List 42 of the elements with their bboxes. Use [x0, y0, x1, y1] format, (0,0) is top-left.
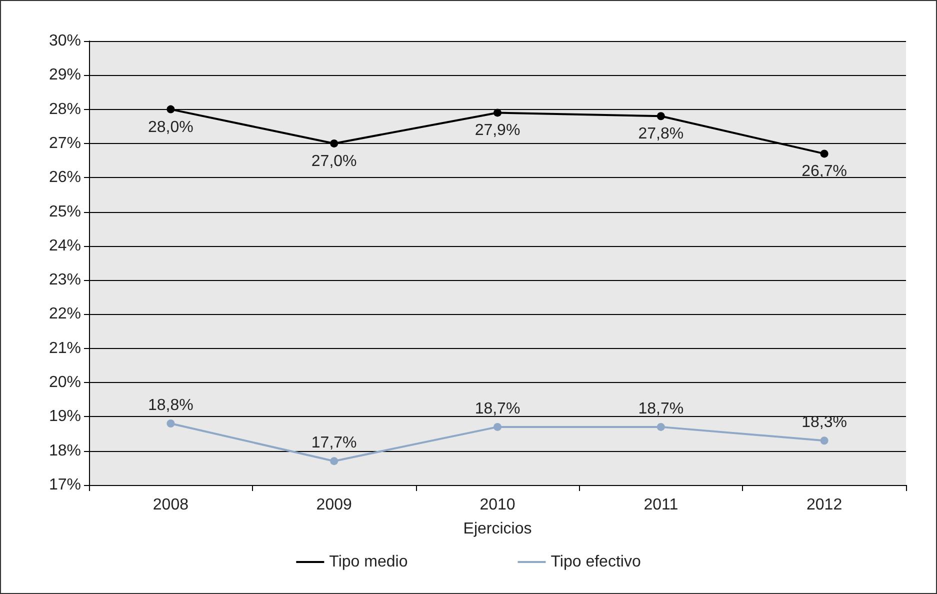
x-tick-label: 2012	[806, 496, 842, 514]
y-tick-label: 20%	[48, 374, 81, 392]
point	[820, 150, 828, 158]
y-tick-label: 26%	[48, 169, 81, 186]
y-tick-label: 30%	[48, 32, 81, 50]
x-axis-title: Ejercicios	[463, 520, 532, 538]
y-tick-label: 19%	[48, 408, 81, 426]
y-tick-label: 23%	[48, 272, 81, 289]
data-label: 27,9%	[474, 122, 520, 140]
legend-label: Tipo efectivo	[550, 554, 641, 570]
data-label: 26,7%	[802, 163, 847, 180]
data-label: 27,0%	[311, 152, 357, 170]
data-label: 28,0%	[148, 118, 194, 136]
point	[820, 436, 828, 445]
point	[330, 139, 338, 148]
y-tick-label: 29%	[48, 66, 81, 84]
legend-label: Tipo medio	[329, 554, 408, 570]
point	[656, 422, 665, 431]
y-tick-label: 17%	[48, 476, 81, 494]
y-tick-label: 18%	[48, 442, 81, 460]
x-tick-label: 2011	[644, 496, 678, 514]
data-label: 18,7%	[638, 400, 684, 418]
point	[656, 112, 665, 120]
point	[166, 420, 175, 428]
y-tick-label: 22%	[48, 306, 81, 323]
x-tick-label: 2010	[480, 496, 516, 514]
data-label: 17,7%	[311, 434, 357, 452]
data-label: 27,8%	[638, 126, 684, 143]
data-label: 18,3%	[802, 414, 847, 432]
data-label: 18,7%	[474, 400, 520, 418]
y-tick-label: 21%	[48, 340, 81, 357]
data-label: 18,8%	[148, 397, 194, 414]
y-tick-label: 25%	[48, 203, 81, 220]
y-tick-label: 24%	[48, 237, 81, 254]
y-tick-label: 27%	[48, 134, 81, 152]
point	[494, 422, 502, 431]
x-tick-label: 2009	[316, 496, 352, 514]
point	[330, 457, 338, 466]
point	[494, 108, 502, 117]
point	[166, 105, 175, 114]
x-tick-label: 2008	[152, 496, 189, 514]
y-tick-label: 28%	[48, 100, 81, 118]
